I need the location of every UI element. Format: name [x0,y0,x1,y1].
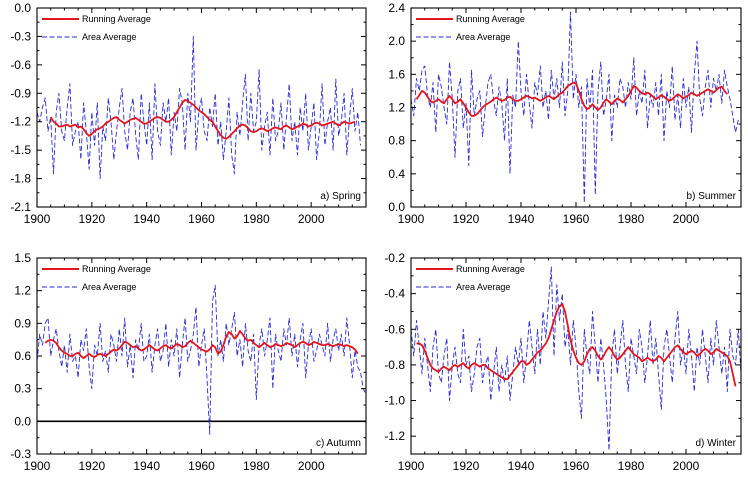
autumn-x-tick-label: 1920 [78,459,105,473]
winter-legend-label-area-average: Area Average [456,282,510,292]
panel-summer: 1900 1920 1940 1960 1980 2000 0.0 0.4 0.8 1.2 1.6 2… [388,1,742,226]
autumn-y-tick-label: 1.5 [14,251,31,265]
winter-y-tick-label: -1.0 [384,394,405,408]
autumn-legend-label-area-average: Area Average [82,282,136,292]
autumn-x-tick-label: 2000 [298,459,325,473]
autumn-x-tick-label: 1960 [188,459,215,473]
autumn-series-running-average [44,330,359,360]
winter-x-tick-label: 2000 [673,459,700,473]
spring-legend-label-running-average: Running Average [82,14,151,24]
winter-x-tick-label: 1920 [453,459,480,473]
summer-panel-label: b) Summer [687,191,737,202]
summer-y-tick-label: 1.6 [388,67,405,81]
winter-y-tick-label: -1.2 [384,429,405,443]
spring-x-tick-label: 1980 [243,212,270,226]
autumn-panel-label: c) Autumn [316,438,361,449]
summer-x-tick-label: 1920 [453,212,480,226]
winter-x-tick-label: 1960 [563,459,590,473]
autumn-x-tick-label: 1900 [24,459,51,473]
spring-y-tick-label: -0.3 [10,29,31,43]
autumn-series-area-average [37,284,366,435]
summer-y-tick-label: 1.2 [388,101,405,115]
spring-y-tick-label: 0.0 [14,1,31,15]
summer-x-tick-label: 1980 [618,212,645,226]
autumn-legend-label-running-average: Running Average [82,264,151,274]
spring-x-tick-label: 1920 [78,212,105,226]
autumn-y-tick-label: -0.3 [10,447,31,461]
autumn-y-tick-label: 0.0 [14,414,31,428]
spring-x-tick-label: 1940 [133,212,160,226]
summer-legend-label-area-average: Area Average [456,32,510,42]
spring-y-tick-label: -1.5 [10,143,31,157]
summer-x-tick-label: 2000 [673,212,700,226]
winter-series-running-average [416,303,737,387]
summer-y-tick-label: 0.4 [388,167,405,181]
summer-y-tick-label: 0.8 [388,134,405,148]
spring-panel-label: a) Spring [320,191,361,202]
summer-y-tick-label: 2.4 [388,1,405,15]
spring-legend-label-area-average: Area Average [82,32,136,42]
winter-y-tick-label: -0.4 [384,287,405,301]
autumn-y-tick-label: 0.9 [14,316,31,330]
summer-x-tick-label: 1900 [398,212,425,226]
summer-y-tick-label: 0.0 [388,200,405,214]
summer-series-running-average [415,81,728,117]
summer-x-tick-label: 1960 [563,212,590,226]
spring-y-tick-label: -0.9 [10,86,31,100]
autumn-x-tick-label: 1940 [133,459,160,473]
winter-y-tick-label: -0.8 [384,358,405,372]
winter-y-tick-label: -0.6 [384,322,405,336]
spring-series-running-average [49,99,356,140]
autumn-y-tick-label: 1.2 [14,284,31,298]
winter-series-area-average [411,266,741,451]
winter-legend-label-running-average: Running Average [456,264,525,274]
autumn-y-tick-label: 0.3 [14,382,31,396]
spring-y-tick-label: -1.8 [10,172,31,186]
spring-x-tick-label: 1960 [188,212,215,226]
spring-y-tick-label: -1.2 [10,115,31,129]
winter-panel-label: d) Winter [695,438,736,449]
summer-y-tick-label: 2.0 [388,34,405,48]
spring-y-tick-label: -2.1 [10,200,31,214]
autumn-x-tick-label: 1980 [243,459,270,473]
panel-winter: 1900 1920 1940 1960 1980 2000 -1.2 -1.0 -0.8 -0.6… [384,251,742,473]
spring-x-tick-label: 1900 [24,212,51,226]
panel-autumn: 1900 1920 1940 1960 1980 2000 -0.3 0.0 0.3 0.6 0.9… [10,251,367,473]
spring-series-area-average [37,35,361,180]
summer-x-tick-label: 1940 [508,212,535,226]
spring-x-tick-label: 2000 [298,212,325,226]
summer-legend-label-running-average: Running Average [456,14,525,24]
winter-x-tick-label: 1980 [618,459,645,473]
winter-y-tick-label: -0.2 [384,251,405,265]
panel-spring: 1900 1920 1940 1960 1980 2000 -2.1 -1.8 -1.5 -1.2… [10,1,367,226]
spring-y-tick-label: -0.6 [10,58,31,72]
autumn-y-tick-label: 0.6 [14,349,31,363]
winter-x-tick-label: 1900 [398,459,425,473]
winter-x-tick-label: 1940 [508,459,535,473]
